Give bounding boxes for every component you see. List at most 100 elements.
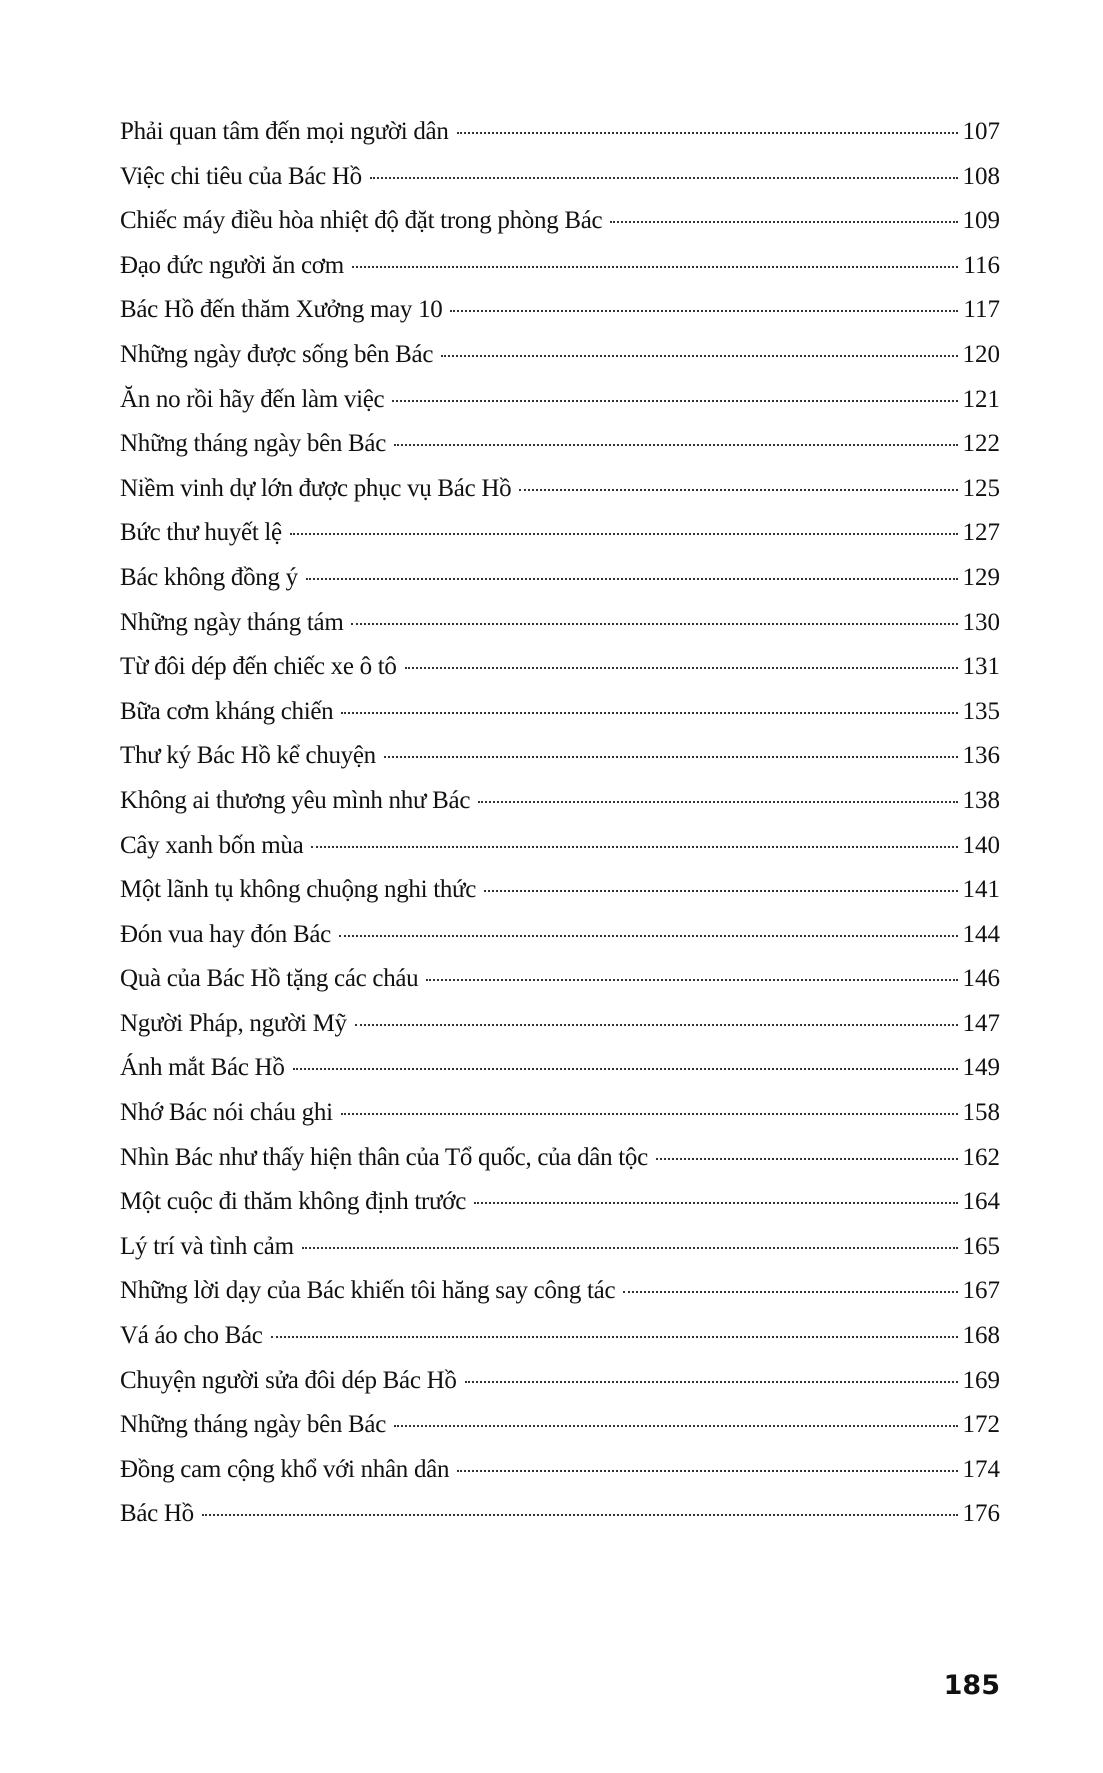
toc-entry-page: 162: [962, 1143, 1001, 1171]
toc-entry: Đón vua hay đón Bác 144: [120, 921, 1000, 966]
toc-entry: Từ đôi dép đến chiếc xe ô tô 131: [120, 653, 1000, 698]
toc-entry: Nhớ Bác nói cháu ghi 158: [120, 1099, 1000, 1144]
dot-leader: [394, 1425, 958, 1428]
toc-entry-title: Bác không đồng ý: [120, 563, 298, 591]
toc-entry-title: Chiếc máy điều hòa nhiệt độ đặt trong ph…: [120, 207, 603, 235]
toc-entry-title: Bác Hồ: [120, 1500, 194, 1528]
dot-leader: [351, 265, 959, 268]
toc-entry-page: 138: [962, 786, 1001, 814]
toc-entry-page: 107: [962, 118, 1001, 145]
toc-entry-title: Đồng cam cộng khổ với nhân dân: [120, 1455, 450, 1483]
toc-entry-title: Bữa cơm kháng chiến: [120, 697, 334, 725]
toc-entry-title: Ăn no rồi hãy đến làm việc: [120, 385, 385, 413]
toc-entry-title: Việc chi tiêu của Bác Hồ: [120, 162, 362, 190]
dot-leader: [478, 800, 958, 803]
toc-entry-page: 125: [962, 474, 1001, 502]
toc-entry: Bác Hồ đến thăm Xưởng may 10 117: [120, 296, 1000, 341]
toc-entry-page: 120: [962, 340, 1001, 368]
toc-entry-page: 169: [962, 1366, 1001, 1394]
toc-entry-page: 127: [962, 519, 1001, 547]
toc-entry: Vá áo cho Bác 168: [120, 1322, 1000, 1367]
toc-entry: Thư ký Bác Hồ kể chuyện 136: [120, 742, 1000, 787]
toc-entry-page: 174: [962, 1455, 1001, 1483]
toc-entry-title: Niềm vinh dự lớn được phục vụ Bác Hồ: [120, 474, 512, 502]
toc-entry-page: 158: [962, 1099, 1001, 1127]
dot-leader: [392, 399, 958, 402]
toc-entry-title: Những ngày được sống bên Bác: [120, 340, 434, 368]
toc-entry: Cây xanh bốn mùa 140: [120, 832, 1000, 877]
dot-leader: [519, 488, 958, 491]
toc-entry-page: 172: [962, 1411, 1001, 1439]
toc-entry: Bác Hồ 176: [120, 1500, 1000, 1545]
toc-entry: Phải quan tâm đến mọi người dân 107: [120, 118, 1000, 163]
dot-leader: [201, 1514, 958, 1517]
dot-leader: [311, 845, 958, 848]
toc-entry: Bữa cơm kháng chiến 135: [120, 698, 1000, 743]
dot-leader: [484, 890, 958, 893]
toc-entry: Nhìn Bác như thấy hiện thân của Tổ quốc,…: [120, 1144, 1000, 1189]
toc-entry: Những tháng ngày bên Bác 122: [120, 430, 1000, 475]
toc-entry-page: 130: [962, 608, 1001, 636]
toc-entry-title: Những tháng ngày bên Bác: [120, 430, 387, 458]
toc-entry: Bác không đồng ý 129: [120, 564, 1000, 609]
toc-entry-title: Không ai thương yêu mình như Bác: [120, 786, 471, 814]
toc-entry-title: Một lãnh tụ không chuộng nghi thức: [120, 876, 477, 904]
dot-leader: [383, 756, 958, 759]
dot-leader: [338, 934, 958, 937]
toc-entry-page: 164: [962, 1188, 1001, 1216]
toc-entry: Những ngày tháng tám 130: [120, 609, 1000, 654]
dot-leader: [426, 979, 958, 982]
toc-entry-title: Bức thư huyết lệ: [120, 519, 282, 547]
toc-entry-title: Ánh mắt Bác Hồ: [120, 1054, 285, 1082]
toc-entry-page: 141: [962, 876, 1001, 904]
toc-entry: Một lãnh tụ không chuộng nghi thức 141: [120, 876, 1000, 921]
toc-entry-title: Phải quan tâm đến mọi người dân: [120, 118, 449, 145]
toc-entry-title: Thư ký Bác Hồ kể chuyện: [120, 742, 376, 770]
toc-entry: Đạo đức người ăn cơm 116: [120, 252, 1000, 297]
dot-leader: [394, 444, 958, 447]
toc-entry-title: Quà của Bác Hồ tặng các cháu: [120, 965, 419, 993]
dot-leader: [305, 577, 958, 580]
toc-entry-page: 117: [963, 296, 1000, 324]
dot-leader: [292, 1068, 958, 1071]
toc-entry-title: Bác Hồ đến thăm Xưởng may 10: [120, 296, 443, 324]
toc-entry: Những tháng ngày bên Bác 172: [120, 1411, 1000, 1456]
toc-entry-title: Vá áo cho Bác: [120, 1322, 263, 1350]
toc-entry-page: 168: [962, 1322, 1001, 1350]
toc-entry-title: Từ đôi dép đến chiếc xe ô tô: [120, 653, 397, 681]
toc-entry-page: 165: [962, 1232, 1001, 1260]
dot-leader: [369, 176, 958, 179]
toc-entry: Một cuộc đi thăm không định trước 164: [120, 1188, 1000, 1233]
dot-leader: [655, 1157, 958, 1160]
toc-entry-page: 136: [962, 742, 1001, 770]
dot-leader: [441, 354, 958, 357]
dot-leader: [473, 1202, 958, 1205]
toc-entry: Quà của Bác Hồ tặng các cháu 146: [120, 965, 1000, 1010]
toc-entry: Đồng cam cộng khổ với nhân dân 174: [120, 1456, 1000, 1501]
dot-leader: [610, 221, 958, 224]
toc-entry-title: Nhìn Bác như thấy hiện thân của Tổ quốc,…: [120, 1143, 648, 1171]
toc-entry-title: Đón vua hay đón Bác: [120, 920, 331, 948]
toc-entry-title: Người Pháp, người Mỹ: [120, 1009, 347, 1037]
toc-entry-page: 140: [962, 831, 1001, 859]
toc-entry: Chuyện người sửa đôi dép Bác Hồ 169: [120, 1367, 1000, 1412]
toc-entry-title: Những tháng ngày bên Bác: [120, 1411, 387, 1439]
toc-entry: Ăn no rồi hãy đến làm việc 121: [120, 386, 1000, 431]
toc-entry-page: 176: [962, 1500, 1001, 1528]
dot-leader: [623, 1291, 958, 1294]
dot-leader: [450, 310, 959, 313]
toc-entry-page: 108: [962, 162, 1001, 190]
toc-entry-title: Những lời dạy của Bác khiến tôi hăng say…: [120, 1277, 616, 1305]
toc-entry-title: Chuyện người sửa đôi dép Bác Hồ: [120, 1366, 457, 1394]
dot-leader: [457, 1469, 958, 1472]
dot-leader: [354, 1023, 958, 1026]
toc-entry-page: 149: [962, 1054, 1001, 1082]
toc-entry-title: Nhớ Bác nói cháu ghi: [120, 1099, 333, 1127]
toc-entry-page: 131: [962, 653, 1001, 681]
toc-entry-page: 122: [962, 430, 1001, 458]
toc-entry-page: 121: [962, 385, 1001, 413]
toc-entry-page: 129: [962, 563, 1001, 591]
toc-entry: Không ai thương yêu mình như Bác 138: [120, 787, 1000, 832]
page-number: 185: [943, 1670, 1000, 1701]
toc-entry-title: Một cuộc đi thăm không định trước: [120, 1188, 466, 1216]
